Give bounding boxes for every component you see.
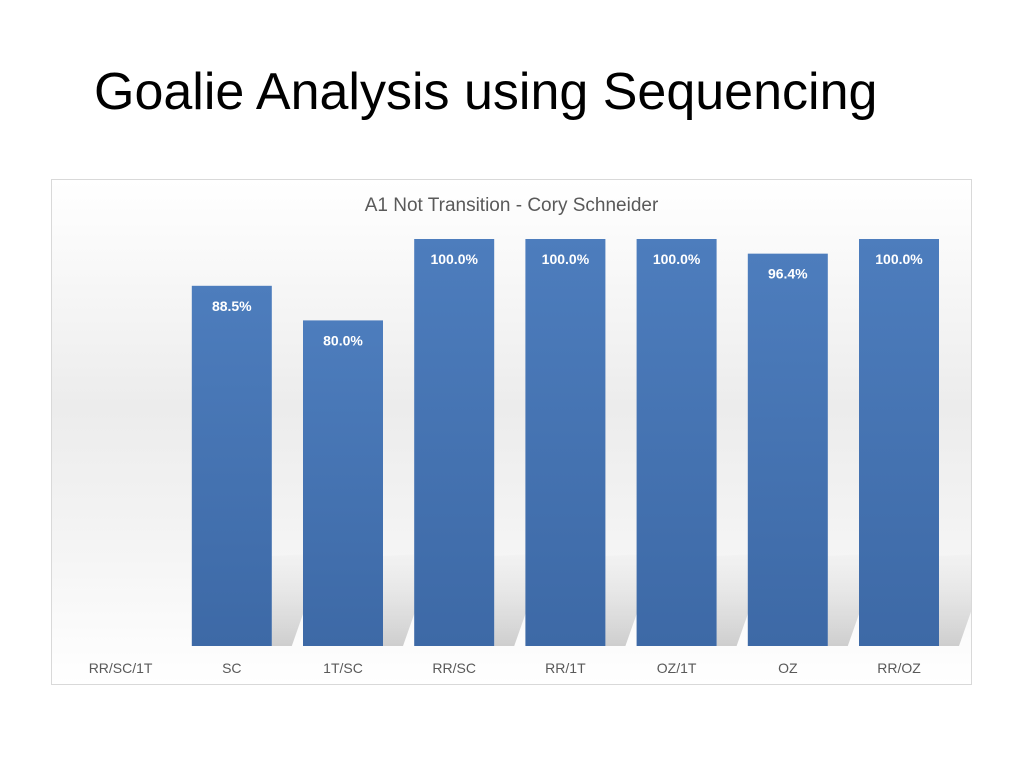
bar bbox=[636, 239, 717, 646]
bar-shadow bbox=[939, 554, 971, 646]
x-tick-label: RR/OZ bbox=[877, 660, 921, 676]
data-labels: 88.5% 80.0% 100.0% 100.0% 100.0% 96.4% 100.0% bbox=[212, 251, 923, 348]
chart-frame: A1 Not Transition - Cory Schneider 88.5%… bbox=[51, 179, 972, 685]
slide-title: Goalie Analysis using Sequencing bbox=[94, 63, 878, 121]
x-axis-tick-labels: RR/SC/1T SC 1T/SC RR/SC RR/1T OZ/1T OZ RR/OZ bbox=[89, 660, 922, 676]
x-tick-label: RR/SC bbox=[432, 660, 476, 676]
x-tick-label: OZ/1T bbox=[657, 660, 697, 676]
bar bbox=[747, 253, 828, 646]
x-tick-label: RR/1T bbox=[545, 660, 586, 676]
bar bbox=[859, 239, 939, 646]
x-tick-label: OZ bbox=[778, 660, 798, 676]
bar bbox=[525, 239, 606, 646]
bar bbox=[191, 285, 272, 646]
bar bbox=[303, 320, 383, 646]
data-label: 100.0% bbox=[653, 251, 701, 267]
data-label: 88.5% bbox=[212, 298, 252, 314]
bar bbox=[414, 239, 495, 646]
bars bbox=[191, 239, 939, 646]
bar-chart: 88.5%80.0%100.0% 100.0% 100.0%96.4%100.0% … bbox=[89, 239, 971, 676]
data-label: 100.0% bbox=[430, 251, 478, 267]
data-label: 96.4% bbox=[768, 266, 808, 282]
x-tick-label: RR/SC/1T bbox=[89, 660, 153, 676]
data-label: 100.0% bbox=[542, 251, 590, 267]
chart-title: A1 Not Transition - Cory Schneider bbox=[364, 195, 659, 216]
x-tick-label: SC bbox=[222, 660, 241, 676]
x-tick-label: 1T/SC bbox=[323, 660, 363, 676]
data-label: 100.0% bbox=[875, 251, 923, 267]
data-label: 80.0% bbox=[323, 332, 363, 348]
